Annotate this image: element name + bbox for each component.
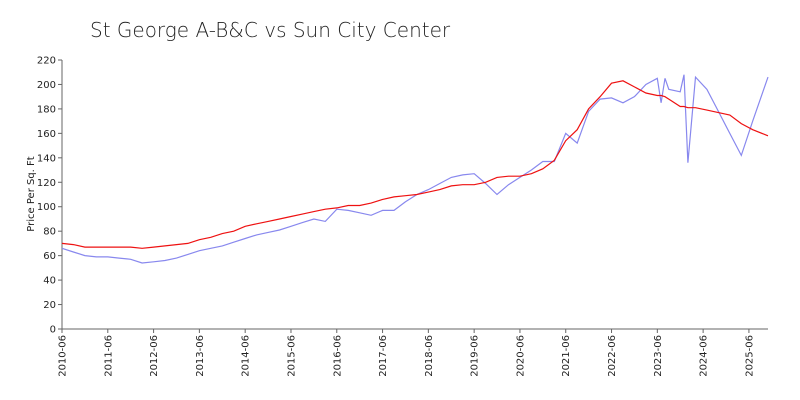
- y-tick-label: 80: [43, 227, 56, 238]
- x-tick-label: 2020-06: [515, 335, 526, 377]
- y-tick-label: 20: [43, 300, 56, 311]
- y-axis-label: Price Per Sq. Ft: [26, 156, 37, 231]
- x-tick-label: 2015-06: [286, 335, 297, 377]
- x-tick-label: 2014-06: [241, 335, 252, 377]
- y-tick-label: 160: [37, 129, 56, 140]
- x-tick-label: 2023-06: [653, 335, 664, 377]
- x-tick-label: 2011-06: [103, 335, 114, 377]
- x-tick-label: 2025-06: [744, 335, 755, 377]
- x-tick-label: 2021-06: [561, 335, 572, 377]
- y-tick-label: 120: [37, 178, 56, 189]
- x-tick-label: 2018-06: [424, 335, 435, 377]
- x-tick-label: 2010-06: [58, 335, 69, 377]
- y-tick-label: 200: [37, 80, 56, 91]
- x-tick-label: 2019-06: [470, 335, 481, 377]
- x-tick-label: 2016-06: [332, 335, 343, 377]
- y-tick-label: 180: [37, 104, 56, 115]
- x-tick-label: 2012-06: [149, 335, 160, 377]
- data-line: [61, 74, 769, 264]
- y-tick-label: 40: [43, 276, 56, 287]
- y-tick-label: 220: [37, 56, 56, 67]
- y-tick-label: 60: [43, 251, 56, 262]
- y-tick-label: 100: [37, 202, 56, 213]
- y-tick-label: 140: [37, 153, 56, 164]
- x-tick-label: 2017-06: [378, 335, 389, 377]
- y-tick-label: 0: [50, 325, 56, 336]
- chart-title: St George A-B&C vs Sun City Center: [90, 18, 451, 42]
- x-tick-label: 2022-06: [607, 335, 618, 377]
- x-tick-label: 2013-06: [195, 335, 206, 377]
- x-tick-label: 2024-06: [699, 335, 710, 377]
- data-line: [61, 80, 769, 249]
